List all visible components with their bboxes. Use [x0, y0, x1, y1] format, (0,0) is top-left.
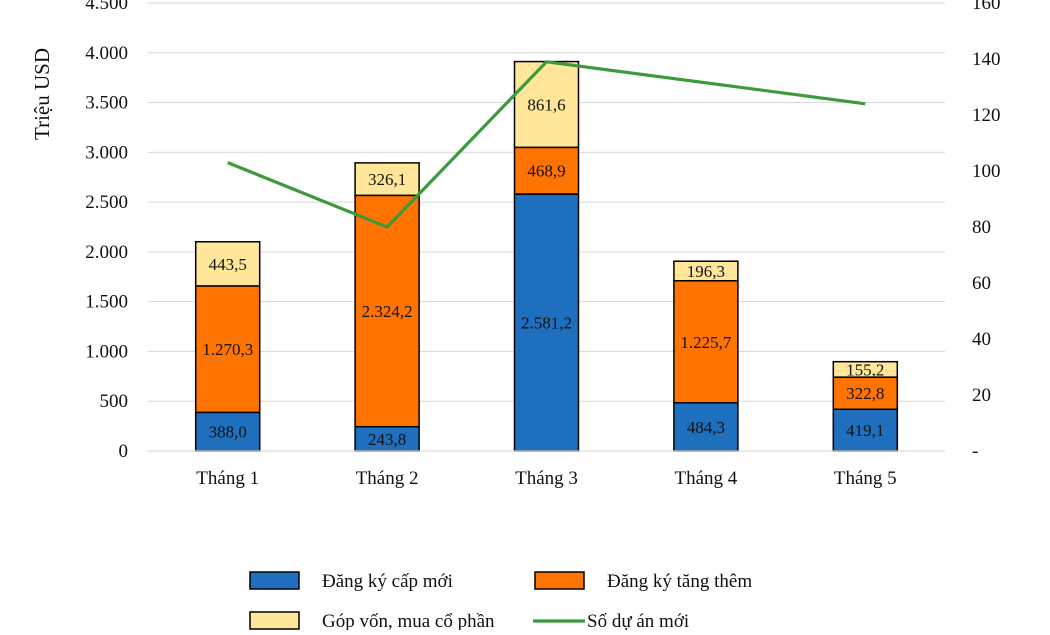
y2-tick-label: 140 — [972, 49, 1001, 70]
bar-segment — [673, 260, 739, 282]
legend-label: Góp vốn, mua cổ phần — [322, 611, 495, 630]
y-tick-label: 1.000 — [85, 341, 128, 362]
data-label: 861,6 — [527, 95, 565, 114]
x-tick-label: Tháng 1 — [196, 468, 259, 489]
data-label: 196,3 — [687, 262, 725, 281]
bar-segment — [832, 376, 899, 411]
data-label: 1.270,3 — [202, 340, 253, 359]
data-label: 243,8 — [368, 430, 406, 449]
data-label: 155,2 — [846, 360, 884, 379]
data-label: 419,1 — [846, 421, 884, 440]
data-label: 1.225,7 — [680, 333, 732, 352]
y2-tick-label: 160 — [972, 0, 1001, 14]
bar-segment — [832, 360, 899, 378]
y2-tick-label: 120 — [972, 105, 1001, 126]
y2-tick-label: 100 — [972, 161, 1001, 182]
line-series-path — [227, 60, 866, 229]
data-label: 484,3 — [687, 418, 725, 437]
y2-tick-label: - — [972, 441, 978, 462]
legend-label: Đăng ký tăng thêm — [607, 571, 752, 592]
data-label: 2.324,2 — [362, 302, 413, 321]
bar-segment — [354, 162, 420, 197]
y-tick-label: 3.000 — [85, 142, 128, 163]
y2-tick-label: 40 — [972, 329, 991, 350]
line-series — [227, 60, 866, 229]
legend: Đăng ký cấp mới Đăng ký tăng thêm Góp vốn,… — [249, 571, 752, 632]
y-tick-label: 2.500 — [85, 192, 128, 213]
data-label: 388,0 — [209, 423, 247, 442]
legend-swatch — [249, 611, 300, 630]
y-tick-label: 4.500 — [85, 0, 128, 14]
data-label: 2.581,2 — [521, 314, 572, 333]
y-axis-title: Triệu USD — [30, 48, 54, 140]
bars: 388,0 1.270,3 443,5 243,8 2.324,2 326,1 2.581,… — [194, 60, 899, 452]
x-tick-label: Tháng 3 — [515, 468, 578, 489]
bar-segment — [513, 146, 580, 195]
data-label: 468,9 — [527, 162, 565, 181]
bar-segment — [194, 241, 261, 287]
y2-tick-label: 20 — [972, 385, 991, 406]
legend-label: Đăng ký cấp mới — [322, 571, 453, 592]
y-tick-label: 3.500 — [85, 93, 128, 114]
y2-tick-label: 80 — [972, 217, 991, 238]
data-label: 443,5 — [209, 255, 247, 274]
x-tick-label: Tháng 4 — [675, 468, 738, 489]
y-tick-label: 0 — [119, 441, 129, 462]
x-tick-label: Tháng 5 — [834, 468, 897, 489]
data-label: 326,1 — [368, 170, 406, 189]
y-tick-label: 4.000 — [85, 43, 128, 64]
bar-segment — [354, 194, 420, 428]
legend-label: Số dự án mới — [587, 611, 689, 630]
bar-segment — [513, 60, 580, 149]
legend-swatch — [249, 571, 300, 590]
y-tick-label: 2.000 — [85, 242, 128, 263]
bar-segment — [832, 408, 899, 452]
data-label: 322,8 — [846, 384, 884, 403]
x-tick-label: Tháng 2 — [356, 468, 419, 489]
y2-tick-label: 60 — [972, 273, 991, 294]
bar-segment — [194, 285, 261, 414]
y-tick-label: 500 — [100, 391, 129, 412]
y-tick-label: 1.500 — [85, 292, 128, 313]
axes: 0 500 1.000 1.500 2.000 2.500 3.000 3.500 4.000 4… — [85, 0, 1000, 489]
legend-swatch — [534, 571, 585, 590]
